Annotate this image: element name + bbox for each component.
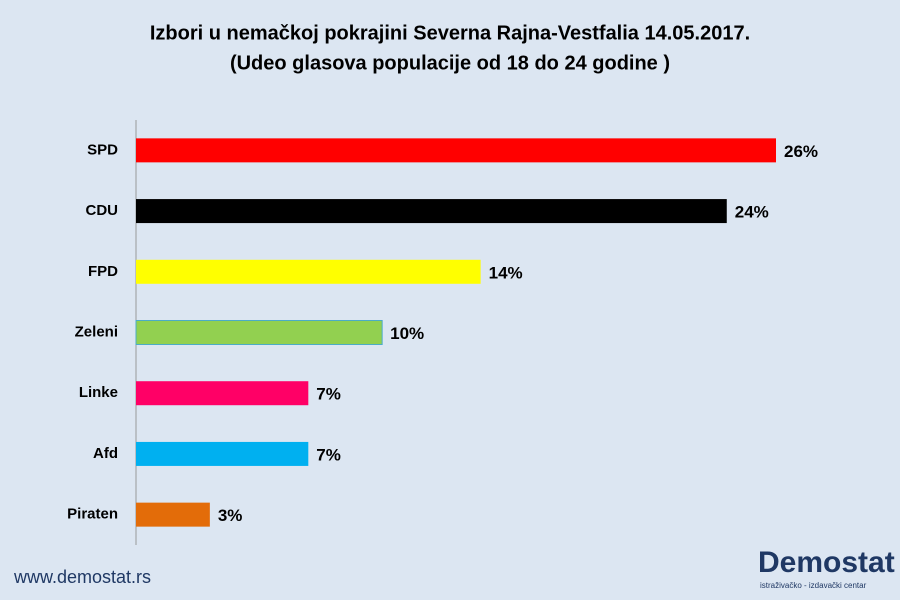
website: www.demostat.rs — [13, 567, 151, 587]
value-label: 26% — [784, 142, 818, 161]
bar — [136, 199, 727, 224]
value-label: 24% — [735, 203, 769, 222]
value-label: 10% — [390, 324, 424, 343]
category-label: Piraten — [67, 506, 118, 523]
category-label: Afd — [93, 445, 118, 462]
category-label: Linke — [79, 384, 118, 401]
value-label: 14% — [489, 263, 523, 282]
category-label: Zeleni — [75, 323, 118, 340]
category-label: FPD — [88, 263, 118, 280]
bar — [136, 138, 776, 163]
bar — [136, 502, 210, 527]
chart-title: Izbori u nemačkoj pokrajini Severna Rajn… — [150, 22, 750, 44]
value-label: 3% — [218, 506, 243, 525]
logo-tagline: istraživačko - izdavački centar — [760, 581, 867, 590]
value-label: 7% — [316, 445, 341, 464]
bar — [136, 441, 309, 466]
value-label: 7% — [316, 385, 341, 404]
chart-subtitle: (Udeo glasova populacije od 18 do 24 god… — [230, 52, 670, 74]
category-label: CDU — [86, 202, 119, 219]
bar — [136, 381, 309, 406]
logo: Demostat — [758, 546, 895, 579]
bar — [135, 320, 383, 345]
bar — [136, 259, 481, 284]
category-label: SPD — [87, 141, 118, 158]
